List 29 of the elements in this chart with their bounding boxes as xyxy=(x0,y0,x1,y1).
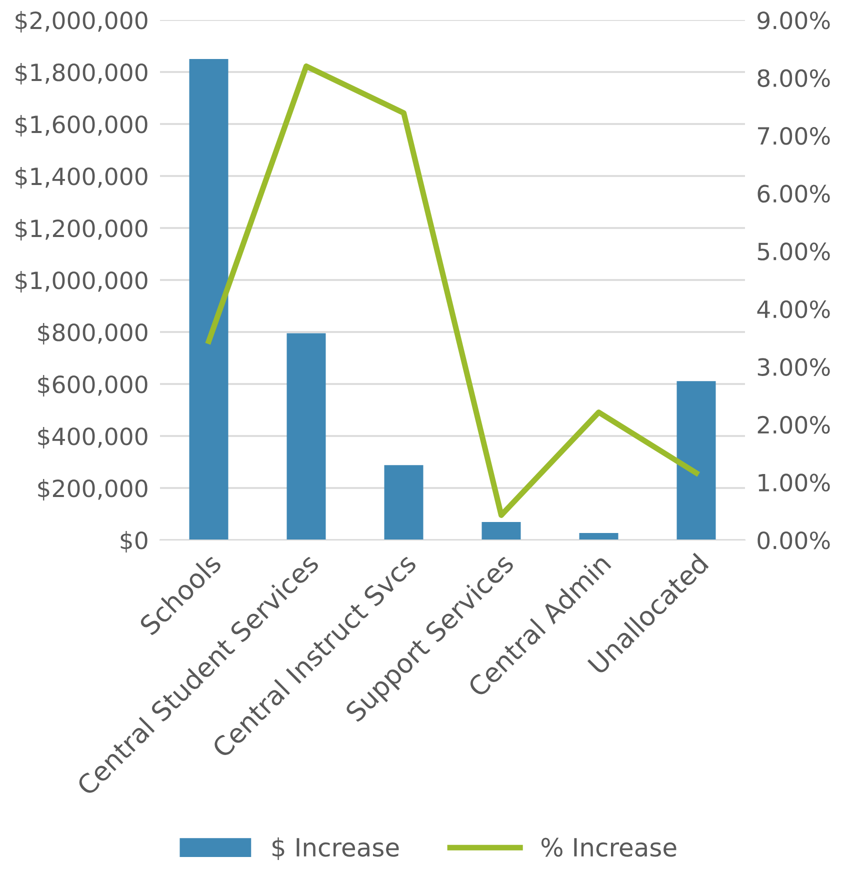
legend-label: % Increase xyxy=(541,838,676,857)
y2-tick-label: 2.00% xyxy=(758,416,830,434)
y-tick-label: $800,000 xyxy=(38,323,148,344)
bar xyxy=(384,465,424,540)
y-tick-label: $1,000,000 xyxy=(16,271,148,292)
bar xyxy=(189,59,228,540)
y2-tick-label: 3.00% xyxy=(758,358,830,376)
y2-tick-label: 4.00% xyxy=(757,300,830,318)
y-tick-label: $1,800,000 xyxy=(16,63,148,84)
bar xyxy=(579,532,618,540)
legend-label: $ Increase xyxy=(272,837,399,860)
y-tick-label: $400,000 xyxy=(38,427,148,448)
y2-tick-label: 1.00% xyxy=(758,474,830,492)
y-tick-label: $600,000 xyxy=(38,375,148,396)
y-tick-label: $1,600,000 xyxy=(16,115,148,136)
bar xyxy=(676,381,716,540)
y2-tick-label: 7.00% xyxy=(758,127,830,145)
y2-tick-label: 9.00% xyxy=(758,11,830,30)
y-tick-label: $200,000 xyxy=(38,479,148,500)
y-tick-label: $2,000,000 xyxy=(16,11,148,32)
y2-tick-label: 0.00% xyxy=(758,531,830,550)
bar xyxy=(482,522,521,540)
y2-tick-label: 5.00% xyxy=(758,242,830,260)
y-tick-label: $1,400,000 xyxy=(16,167,148,188)
y2-tick-label: 6.00% xyxy=(758,184,830,203)
bar xyxy=(286,333,326,540)
y-tick-label: $0 xyxy=(120,531,148,552)
y-tick-label: $1,200,000 xyxy=(16,219,148,240)
y2-tick-label: 8.00% xyxy=(758,69,830,88)
